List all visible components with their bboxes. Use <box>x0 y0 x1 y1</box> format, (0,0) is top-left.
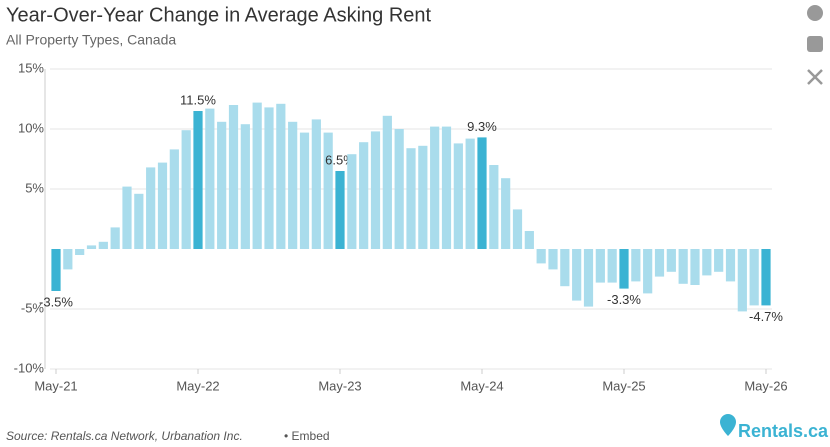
bar <box>288 121 298 249</box>
bar <box>169 149 179 249</box>
chart-subtitle: All Property Types, Canada <box>6 32 176 48</box>
bar <box>477 137 487 249</box>
bar <box>193 111 203 249</box>
chart-title: Year-Over-Year Change in Average Asking … <box>6 4 432 26</box>
bar <box>631 249 641 282</box>
bar <box>619 249 629 289</box>
bar <box>512 209 523 249</box>
bar <box>276 103 286 249</box>
bar <box>536 249 546 264</box>
bar <box>228 105 239 249</box>
logo: Rentals.ca <box>738 421 829 441</box>
value-label: 9.3% <box>467 119 497 134</box>
bar <box>560 249 570 287</box>
bar <box>583 249 594 307</box>
facebook-icon[interactable] <box>807 5 823 21</box>
x-tick-label: May-25 <box>602 378 645 393</box>
bar <box>465 138 475 249</box>
bar <box>501 178 511 249</box>
bar <box>406 148 416 249</box>
share-icons[interactable] <box>807 5 823 85</box>
bar <box>252 102 262 249</box>
x-tick-label: May-22 <box>176 378 219 393</box>
bar <box>607 249 617 283</box>
embed-link[interactable]: • Embed <box>284 429 330 443</box>
x-tick-label: May-23 <box>318 378 361 393</box>
bar <box>75 249 85 255</box>
y-tick-label: 5% <box>25 180 44 195</box>
y-tick-label: 10% <box>18 120 44 135</box>
value-label: -4.7% <box>749 309 783 324</box>
bar <box>146 167 156 249</box>
x-tick-label: May-24 <box>460 378 503 393</box>
x-icon[interactable] <box>807 69 823 85</box>
bar <box>157 162 168 249</box>
bar <box>264 107 274 250</box>
bar <box>572 249 582 301</box>
linkedin-icon[interactable] <box>807 36 823 52</box>
bar <box>110 227 120 249</box>
bar <box>441 126 452 249</box>
bar <box>595 249 605 283</box>
bar <box>323 132 333 249</box>
bar <box>666 249 676 272</box>
source: Source: Rentals.ca Network, Urbanation I… <box>6 429 243 443</box>
bar <box>240 124 250 249</box>
bar <box>749 249 759 306</box>
bar <box>548 249 558 270</box>
bar <box>761 249 771 306</box>
bar <box>654 249 665 277</box>
bar <box>418 145 428 249</box>
bar <box>63 249 73 270</box>
bar <box>394 129 404 249</box>
x-tick-label: May-21 <box>34 378 77 393</box>
bar <box>217 121 227 249</box>
bar <box>134 193 144 249</box>
bar <box>335 171 345 249</box>
bar <box>643 249 653 294</box>
bar <box>678 249 688 284</box>
y-tick-label: 15% <box>18 60 44 75</box>
bar <box>205 108 215 249</box>
bar <box>370 131 381 249</box>
bar <box>98 241 108 249</box>
bar <box>524 231 534 249</box>
bar <box>359 142 369 249</box>
bar <box>714 249 724 272</box>
bar <box>347 154 357 249</box>
bar <box>311 119 321 250</box>
bar <box>382 115 392 249</box>
bar <box>86 245 97 249</box>
bar <box>690 249 700 285</box>
y-tick-label: -10% <box>14 360 45 375</box>
bar <box>122 186 132 249</box>
bar <box>702 249 712 276</box>
bar <box>430 126 440 249</box>
value-label: -3.5% <box>39 294 73 309</box>
bar <box>725 249 736 282</box>
bar <box>51 249 61 291</box>
bar <box>181 130 191 249</box>
value-label: -3.3% <box>607 292 641 307</box>
bar <box>737 249 747 312</box>
y-tick-label: -5% <box>21 300 45 315</box>
logo-icon <box>720 414 736 436</box>
bar <box>489 165 499 249</box>
bar <box>299 132 310 249</box>
value-label: 11.5% <box>180 92 216 107</box>
x-tick-label: May-26 <box>744 378 787 393</box>
bar <box>453 143 463 249</box>
